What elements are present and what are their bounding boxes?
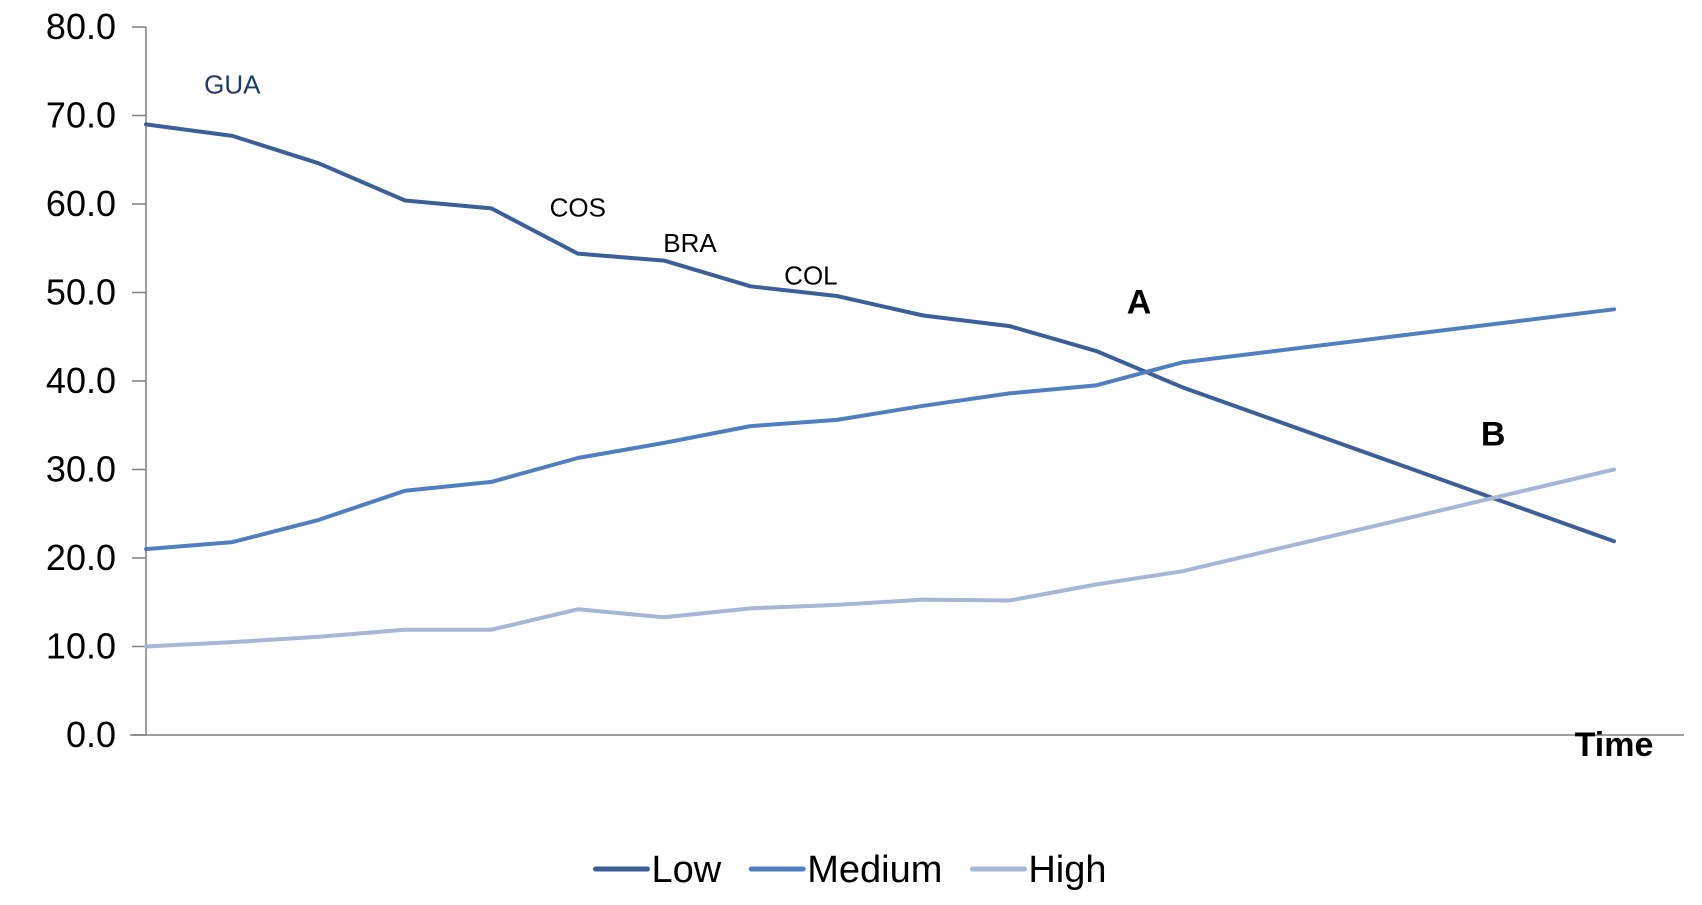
annotation-gua: GUA <box>204 69 261 99</box>
legend: Low Medium High <box>592 849 1107 891</box>
y-tick-label: 80.0 <box>46 6 116 47</box>
y-tick-label: 10.0 <box>46 626 116 667</box>
y-tick-label: 60.0 <box>46 183 116 224</box>
series-layer <box>144 122 1616 649</box>
series-line-medium <box>144 307 1616 552</box>
annotation-a: A <box>1127 284 1152 322</box>
y-tick-label: 0.0 <box>66 714 116 755</box>
x-axis-title: Time <box>1575 726 1654 764</box>
y-tick-label: 70.0 <box>46 95 116 136</box>
series-line-high <box>144 467 1616 649</box>
legend-label-medium: Medium <box>807 849 942 891</box>
legend-label-low: Low <box>651 849 721 891</box>
y-tick-label: 20.0 <box>46 537 116 578</box>
y-tick-label: 30.0 <box>46 449 116 490</box>
legend-label-high: High <box>1028 849 1106 891</box>
y-tick-label: 50.0 <box>46 272 116 313</box>
series-line-low <box>144 122 1616 544</box>
annotation-cos: COS <box>550 192 606 222</box>
annotation-col: COL <box>784 261 837 291</box>
annotation-bra: BRA <box>663 228 717 258</box>
axes-layer: 0.0 10.0 20.0 30.0 40.0 50.0 60.0 70.0 80.0 <box>46 6 1684 755</box>
y-tick-label: 40.0 <box>46 360 116 401</box>
annotation-b: B <box>1481 416 1506 454</box>
annotation-layer: GUA COS BRA COL A B <box>204 69 1505 453</box>
